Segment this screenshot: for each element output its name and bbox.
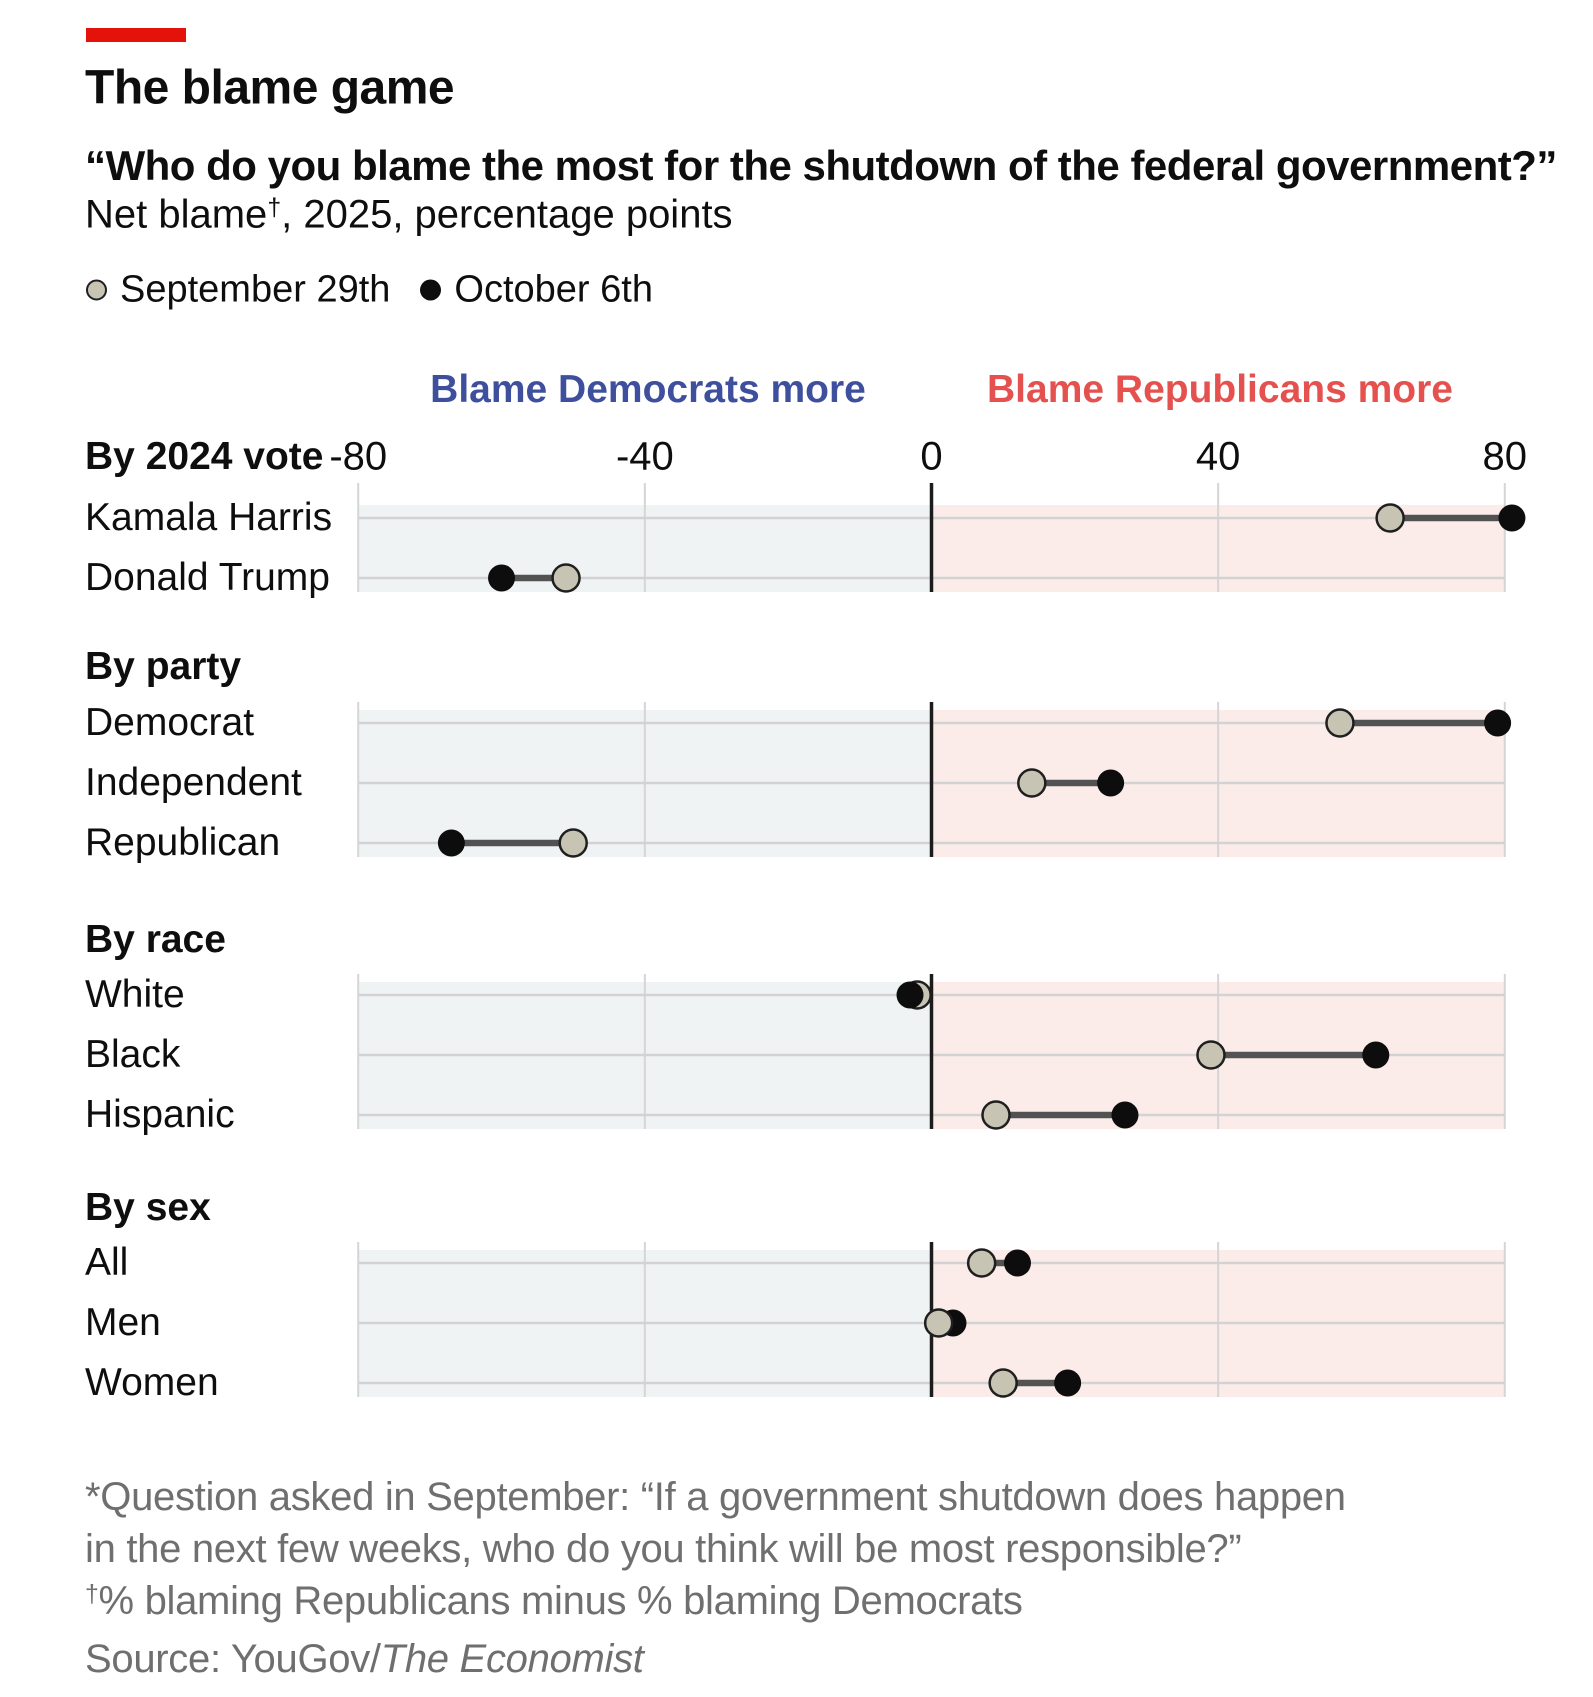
footnote-line-3: †% blaming Republicans minus % blaming D… [85, 1579, 1023, 1623]
brand-red-bar [86, 28, 186, 42]
legend-item-october-6th: October 6th [420, 269, 653, 312]
group-heading-by-race: By race [85, 918, 226, 961]
axis-tick-label--80: -80 [329, 434, 388, 479]
row-label-republican: Republican [85, 821, 281, 864]
september-29th-dot [1017, 768, 1047, 798]
september-29th-dot [1375, 503, 1405, 533]
row-label-women: Women [85, 1361, 219, 1404]
chart-dek: Net blame†, 2025, percentage points [85, 193, 733, 238]
september-29th-dot [1325, 708, 1355, 738]
september-29th-dot [981, 1100, 1011, 1130]
row-label-kamala-harris: Kamala Harris [85, 496, 333, 539]
footnote-line-1: *Question asked in September: “If a gove… [85, 1475, 1346, 1519]
chart-title: The blame game [85, 61, 455, 115]
row-label-white: White [85, 973, 185, 1016]
row-label-all: All [85, 1241, 129, 1284]
october-6th-dot [1484, 709, 1512, 737]
september-29th-dot [551, 563, 581, 593]
axis-tick-label-40: 40 [1195, 434, 1241, 479]
axis-tick-label-0: 0 [920, 434, 943, 479]
row-label-men: Men [85, 1301, 161, 1344]
september-29th-dot [558, 828, 588, 858]
header-blame-republicans-more: Blame Republicans more [987, 368, 1453, 411]
legend: September 29th October 6th [86, 269, 653, 312]
axis-tick-label-80: 80 [1482, 434, 1528, 479]
september-29th-dot [1196, 1040, 1226, 1070]
legend-item-september-29th: September 29th [86, 269, 390, 312]
september-29th-dot [966, 1248, 997, 1278]
header-blame-democrats-more: Blame Democrats more [430, 368, 866, 411]
source-publication: The Economist [380, 1637, 644, 1681]
september-dot-icon [86, 279, 107, 301]
october-6th-dot [1054, 1369, 1082, 1397]
group-heading-by-sex: By sex [85, 1186, 211, 1229]
row-label-democrat: Democrat [85, 701, 255, 744]
group-heading-by-2024-vote: By 2024 vote [85, 435, 324, 478]
october-6th-dot [1362, 1041, 1390, 1069]
september-29th-dot [923, 1308, 954, 1338]
october-6th-dot [1097, 769, 1125, 797]
october-dot-icon [420, 279, 442, 301]
september-29th-dot [988, 1368, 1018, 1398]
legend-label: September 29th [120, 268, 391, 311]
dek-prefix: Net blame [85, 192, 268, 237]
row-label-independent: Independent [85, 761, 302, 804]
footnote-source: Source: YouGov/The Economist [85, 1637, 644, 1681]
october-6th-dot [437, 829, 465, 857]
october-6th-dot [896, 981, 924, 1009]
footnotes: *Question asked in September: “If a gove… [85, 1471, 1346, 1685]
october-6th-dot [1111, 1101, 1139, 1129]
footnote-line-2: in the next few weeks, who do you think … [85, 1527, 1242, 1571]
legend-label: October 6th [454, 268, 653, 311]
row-label-black: Black [85, 1033, 181, 1076]
dek-suffix: , 2025, percentage points [281, 192, 733, 237]
october-6th-dot [1003, 1249, 1031, 1277]
october-6th-dot [1498, 504, 1526, 532]
october-6th-dot [488, 564, 516, 592]
axis-tick-label--40: -40 [615, 434, 674, 479]
chart-subtitle: “Who do you blame the most for the shutd… [85, 142, 1557, 189]
group-heading-by-party: By party [85, 645, 242, 688]
row-label-hispanic: Hispanic [85, 1093, 235, 1136]
dagger-symbol: † [85, 1580, 99, 1608]
dagger-symbol: † [267, 194, 282, 222]
row-label-donald-trump: Donald Trump [85, 556, 330, 599]
